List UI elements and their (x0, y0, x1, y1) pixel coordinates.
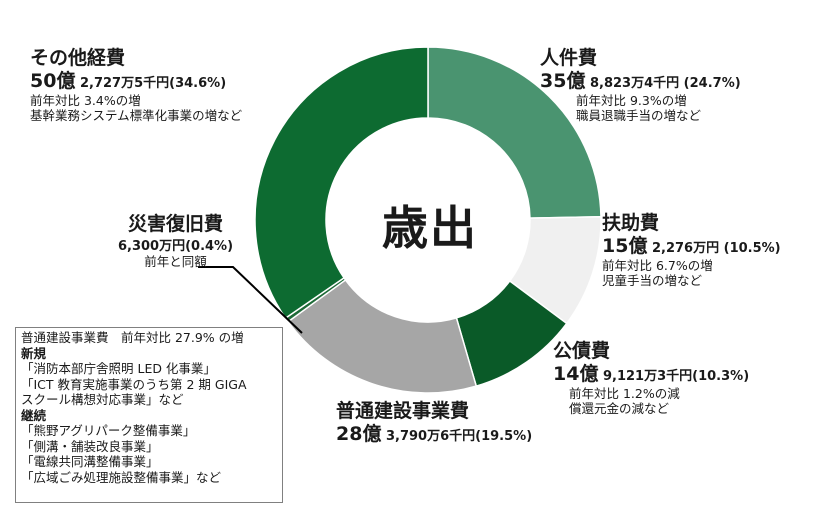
donut-slice-5 (254, 46, 429, 320)
label-personnel-name: 人件費 (540, 47, 598, 69)
label-debt-big: 14億 (553, 362, 599, 385)
box-new-item: 「消防本部庁舎照明 LED 化事業」 (21, 361, 216, 376)
label-debt-rest: 9,121万3千円(10.3%) (602, 368, 750, 384)
label-debt-note1: 前年対比 1.2%の減 (569, 385, 680, 401)
box-new-label: 新規 (21, 345, 47, 361)
label-assistance: 扶助費 15億 2,276万円 (10.5%) 前年対比 6.7%の増 児童手当… (602, 212, 781, 288)
label-other-big: 50億 (30, 69, 76, 92)
label-assistance-note2: 児童手当の増など (602, 272, 703, 288)
label-construction: 普通建設事業費 28億 3,790万6千円(19.5%) (336, 400, 532, 446)
box-cont-item: 「電線共同溝整備事業」 (21, 454, 159, 469)
box-new-item: スクール構想対応事業」など (21, 392, 184, 407)
box-head: 普通建設事業費 前年対比 27.9% の増 (21, 330, 244, 345)
label-disaster-name: 災害復旧費 (127, 213, 223, 235)
label-personnel-note2: 職員退職手当の増など (576, 107, 702, 123)
label-assistance-name: 扶助費 (602, 212, 660, 234)
box-cont-item: 「熊野アグリパーク整備事業」 (21, 423, 196, 438)
chart-title: 歳出 (382, 201, 478, 255)
construction-detail-box: 普通建設事業費 前年対比 27.9% の増 新規 「消防本部庁舎照明 LED 化… (15, 327, 283, 503)
label-construction-name: 普通建設事業費 (336, 400, 470, 422)
label-personnel-rest: 8,823万4千円 (24.7%) (589, 75, 741, 91)
label-personnel-big: 35億 (540, 69, 586, 92)
label-other-name: その他経費 (30, 47, 126, 69)
disaster-leader-line (198, 266, 303, 334)
label-disaster: 災害復旧費 6,300万円(0.4%) 前年と同額 (88, 213, 263, 269)
label-personnel-note1: 前年対比 9.3%の増 (576, 92, 687, 108)
box-cont-item: 「広域ごみ処理施設整備事業」など (21, 469, 222, 485)
box-new-item: 「ICT 教育実施事業のうち第 2 期 GIGA (21, 376, 247, 392)
label-debt-name: 公債費 (553, 340, 611, 362)
label-personnel: 人件費 35億 8,823万4千円 (24.7%) 前年対比 9.3%の増 職員… (540, 47, 741, 123)
label-debt: 公債費 14億 9,121万3千円(10.3%) 前年対比 1.2%の減 償還元… (553, 340, 749, 416)
box-cont-label: 継続 (21, 407, 47, 423)
donut-slice-0 (427, 46, 602, 219)
label-other-note1: 前年対比 3.4%の増 (30, 92, 141, 108)
label-other-note2: 基幹業務システム標準化事業の増など (30, 107, 243, 123)
box-cont-item: 「側溝・舗装改良事業」 (21, 438, 159, 454)
label-assistance-note1: 前年対比 6.7%の増 (602, 257, 713, 273)
label-assistance-rest: 2,276万円 (10.5%) (651, 240, 781, 256)
label-construction-rest: 3,790万6千円(19.5%) (385, 428, 533, 444)
label-other: その他経費 50億 2,727万5千円(34.6%) 前年対比 3.4%の増 基… (30, 47, 242, 123)
label-assistance-big: 15億 (602, 234, 648, 257)
label-construction-big: 28億 (336, 422, 382, 445)
label-debt-note2: 償還元金の減など (569, 400, 670, 416)
label-disaster-amount: 6,300万円(0.4%) (117, 238, 234, 254)
label-disaster-note1: 前年と同額 (144, 254, 207, 270)
donut-slice-3 (286, 278, 478, 394)
label-other-rest: 2,727万5千円(34.6%) (79, 75, 227, 91)
